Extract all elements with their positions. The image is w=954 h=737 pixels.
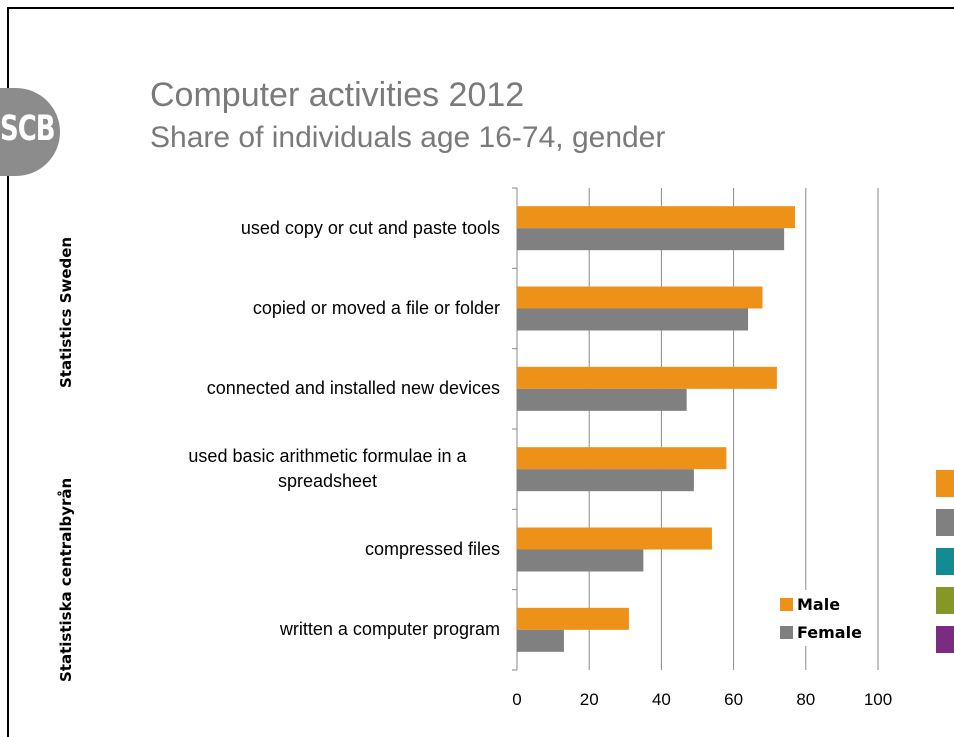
side-color-tab [936, 587, 954, 614]
bar-female-2 [517, 388, 687, 411]
legend-label-female: Female [797, 622, 862, 642]
bar-female-1 [517, 308, 749, 331]
logo-text: SCB [0, 108, 56, 150]
chart-title: Computer activities 2012 [150, 76, 525, 114]
side-color-tab [936, 548, 954, 575]
legend-item-female: Female [780, 618, 862, 646]
x-tick-label: 60 [724, 690, 743, 709]
category-label: compressed files [364, 539, 500, 559]
legend: Male Female [780, 590, 862, 646]
bar-male-0 [517, 206, 795, 229]
category-label: written a computer program [279, 619, 500, 640]
chart-subtitle: Share of individuals age 16-74, gender [150, 121, 666, 154]
side-color-tab [936, 509, 954, 536]
side-color-tab [936, 626, 954, 653]
legend-swatch-male [780, 597, 793, 611]
side-color-tabs [936, 470, 954, 665]
bar-male-2 [517, 366, 777, 389]
legend-swatch-female [780, 625, 793, 639]
x-tick-label: 20 [580, 690, 599, 709]
slide-frame [7, 7, 954, 737]
bar-chart: 0 20 40 60 80 100 [512, 187, 892, 709]
category-label: copied or moved a file or folder [252, 298, 500, 318]
legend-label-male: Male [797, 594, 841, 614]
category-label: used basic arithmetic formulae in a spre… [188, 446, 467, 492]
category-label: used copy or cut and paste tools [240, 217, 500, 238]
x-tick-label: 80 [796, 690, 815, 709]
category-label: connected and installed new devices [206, 378, 500, 399]
x-tick-label: 100 [864, 690, 892, 709]
legend-item-male: Male [780, 590, 862, 618]
side-color-tab [936, 470, 954, 497]
x-tick-label: 40 [652, 690, 671, 709]
bar-female-4 [517, 549, 644, 572]
bar-female-3 [517, 469, 694, 492]
bar-male-3 [517, 447, 727, 470]
bar-male-1 [517, 286, 763, 309]
bar-male-5 [517, 607, 629, 630]
bar-female-0 [517, 228, 785, 251]
bar-male-4 [517, 527, 712, 550]
scb-logo: SCB [0, 88, 60, 176]
bar-female-5 [517, 629, 564, 652]
x-tick-label: 0 [512, 690, 521, 709]
